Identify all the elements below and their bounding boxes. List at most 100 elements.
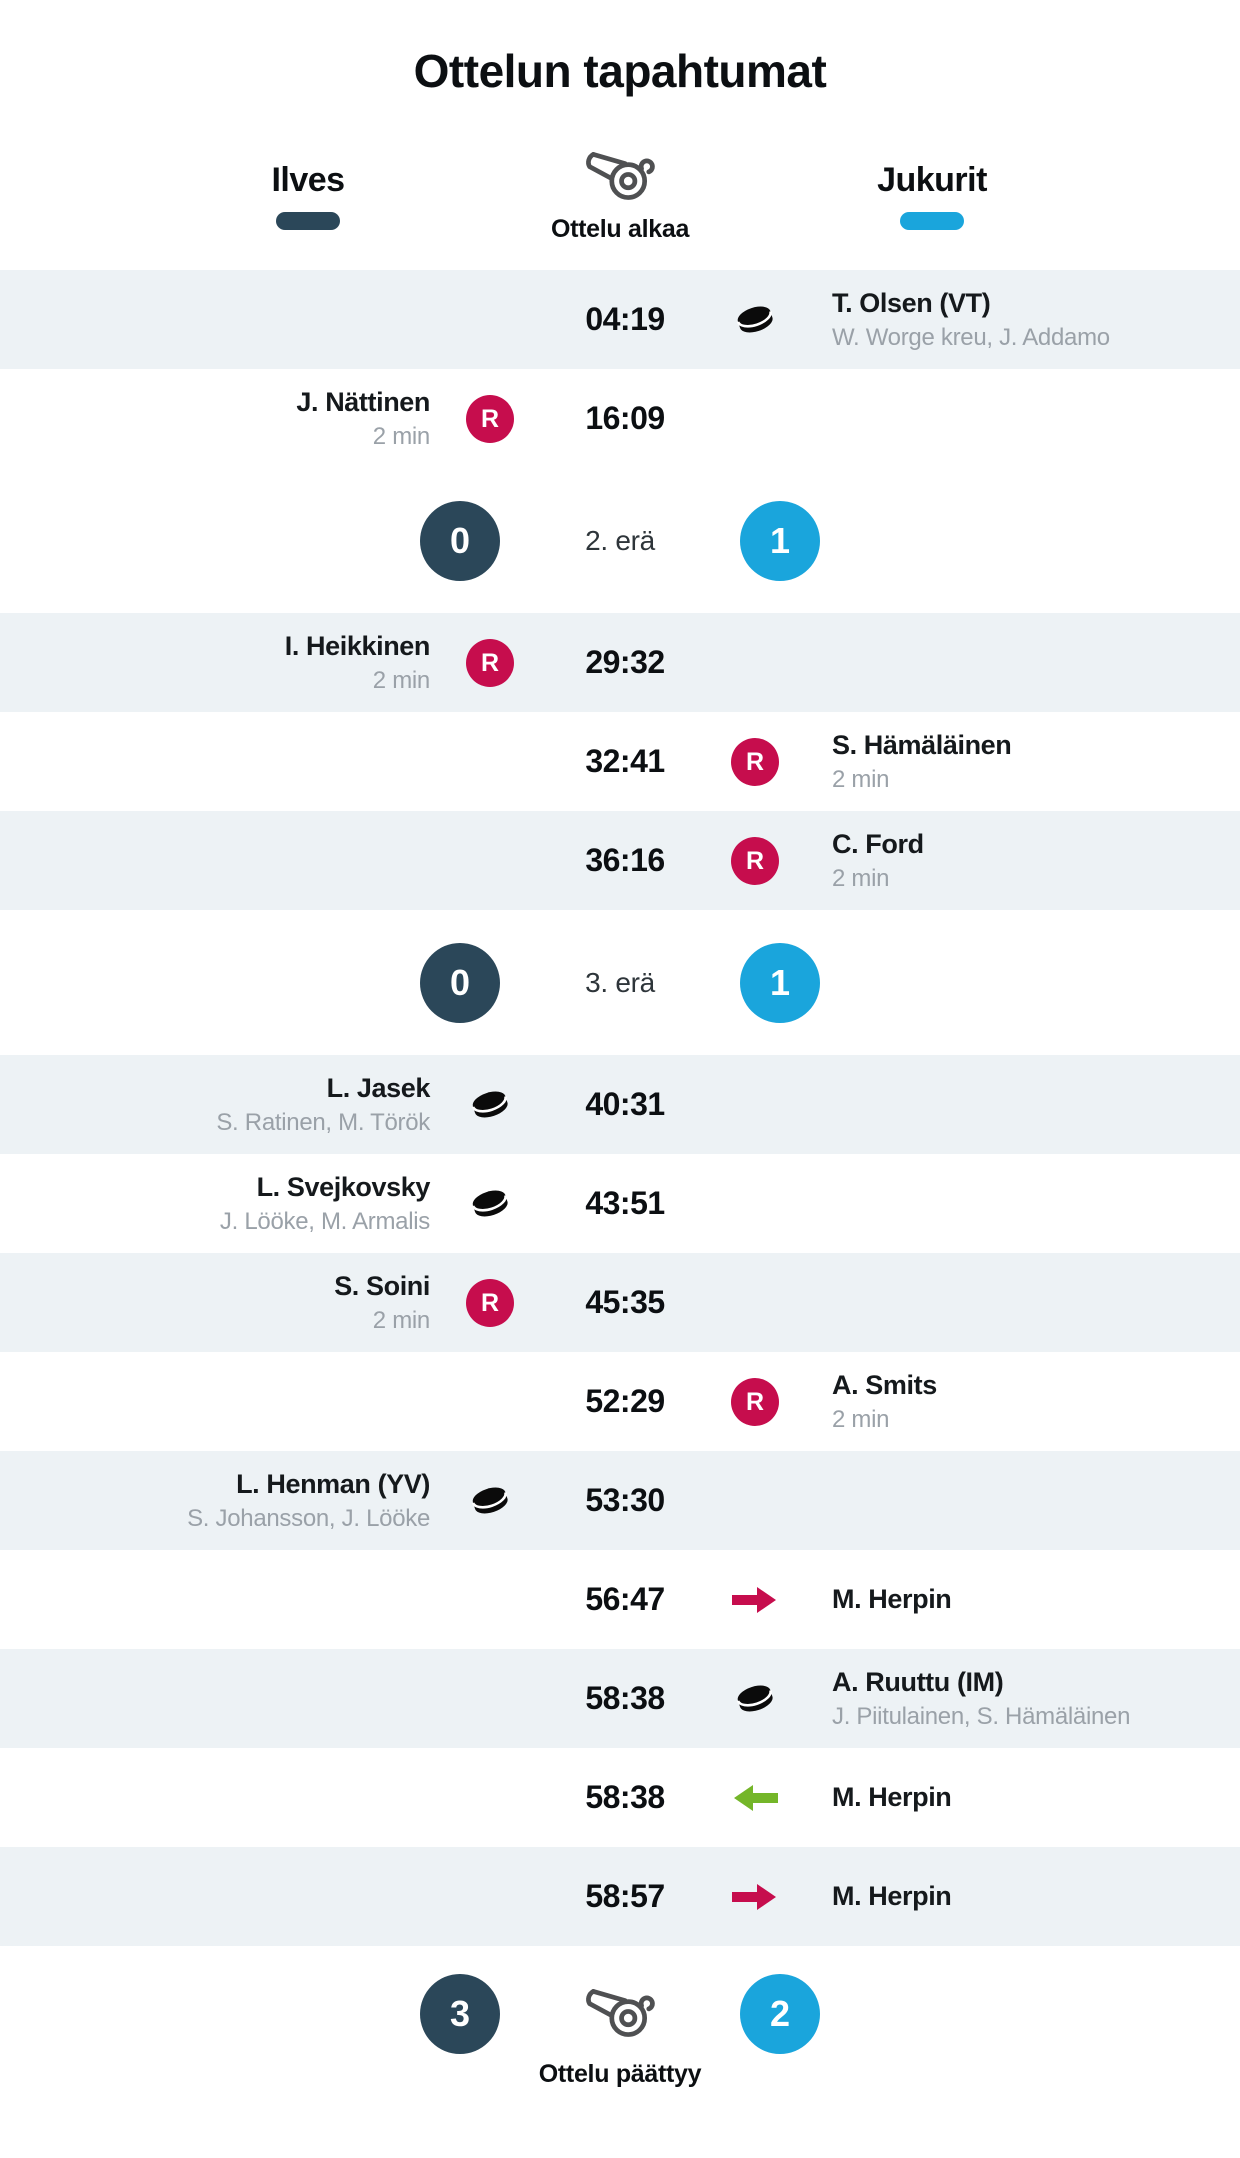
penalty-r-icon: R [731,836,779,885]
team-home-name: Ilves [271,161,345,199]
event-row: 56:47 M. Herpin [0,1550,1240,1649]
team-away-color-pill [900,212,964,230]
period-score-home: 0 [420,942,500,1023]
team-home: Ilves [183,161,433,230]
event-row: 52:29 R A. Smits 2 min [0,1352,1240,1451]
away-event-text: A. Ruuttu (IM) J. Piitulainen, S. Hämäläi… [810,1667,1240,1731]
event-row: 58:57 M. Herpin [0,1847,1240,1946]
home-event-text: L. Jasek S. Ratinen, M. Török [0,1073,430,1137]
penalty-r-icon: R [731,1377,779,1426]
player-name: A. Ruuttu (IM) [832,1666,1004,1697]
final-score-row: 3 2 [0,1974,1240,2054]
event-row: S. Soini 2 min R 45:35 [0,1253,1240,1352]
player-name: S. Hämäläinen [832,729,1012,760]
event-row: 36:16 R C. Ford 2 min [0,811,1240,910]
away-event-text: M. Herpin [810,1782,1240,1813]
event-time: 58:57 [585,1878,665,1914]
event-detail: 2 min [832,864,890,892]
event-detail: 2 min [372,422,431,450]
match-start-block: Ottelu alkaa [433,148,807,244]
player-name: J. Nättinen [296,386,430,417]
event-row: L. Henman (YV) S. Johansson, J. Lööke 53:3… [0,1451,1240,1550]
team-away: Jukurit [807,161,1057,230]
player-name: L. Jasek [326,1072,431,1103]
event-time: 52:29 [585,1383,665,1419]
player-name: S. Soini [334,1270,430,1301]
event-time: 56:47 [585,1581,665,1617]
period-score-away: 1 [740,942,820,1023]
home-event-text: J. Nättinen 2 min [0,387,430,451]
puck-icon [736,1685,773,1711]
match-end-label: Ottelu päättyy [538,2060,702,2088]
puck-icon [471,1487,508,1513]
away-event-text: T. Olsen (VT) W. Worge kreu, J. Addamo [810,288,1240,352]
team-home-color-pill [276,212,340,230]
event-row: 58:38 A. Ruuttu (IM) J. Piitulainen, S. Hä… [0,1649,1240,1748]
player-name: T. Olsen (VT) [832,287,991,318]
player-name: A. Smits [832,1369,937,1400]
event-time: 43:51 [585,1185,665,1221]
event-row: L. Jasek S. Ratinen, M. Török 40:31 [0,1055,1240,1154]
whistle-icon [586,1989,655,2037]
period-score-away: 1 [740,500,820,581]
player-name: M. Herpin [832,1583,952,1614]
event-detail: 2 min [832,765,890,793]
penalty-r-icon: R [731,737,779,786]
period-label: 2. erä [585,524,655,556]
home-event-text: L. Henman (YV) S. Johansson, J. Lööke [0,1469,430,1533]
event-detail: J. Lööke, M. Armalis [219,1207,430,1235]
event-detail: 2 min [832,1405,890,1433]
team-away-name: Jukurit [877,161,987,199]
event-time: 29:32 [585,644,665,680]
away-event-text: S. Hämäläinen 2 min [810,730,1240,794]
event-time: 04:19 [585,301,665,337]
final-score-away: 2 [740,1974,820,2054]
player-name: L. Henman (YV) [236,1468,430,1499]
period-label: 3. erä [585,966,655,998]
match-start-label: Ottelu alkaa [550,215,690,243]
event-row: L. Svejkovsky J. Lööke, M. Armalis 43:51 [0,1154,1240,1253]
event-detail: 2 min [372,1306,431,1334]
event-row: I. Heikkinen 2 min R 29:32 [0,613,1240,712]
home-event-text: I. Heikkinen 2 min [0,630,431,695]
event-time: 53:30 [585,1482,665,1518]
event-time: 45:35 [585,1284,665,1320]
page-title: Ottelun tapahtumat [413,45,827,97]
events-list: 04:19 T. Olsen (VT) W. Worge kreu, J. Adda… [0,270,1240,1946]
home-event-text: S. Soini 2 min [0,1271,430,1335]
arrow-right-icon [732,1883,776,1910]
player-name: I. Heikkinen [284,630,431,661]
event-detail: W. Worge kreu, J. Addamo [832,323,1110,351]
puck-icon [471,1091,508,1117]
player-name: C. Ford [832,828,924,859]
match-header: Ilves Ottelu alkaa Jukurit [0,148,1240,244]
away-event-text: A. Smits 2 min [810,1370,1240,1434]
away-event-text: C. Ford 2 min [810,829,1240,893]
puck-icon [736,306,773,332]
event-row: 32:41 R S. Hämäläinen 2 min [0,712,1240,811]
away-event-text: M. Herpin [810,1584,1240,1615]
event-detail: S. Johansson, J. Lööke [187,1504,430,1532]
whistle-icon [586,152,655,200]
arrow-left-icon [734,1784,778,1811]
period-score-row: 0 3. erä 1 [0,910,1240,1055]
final-score-home: 3 [420,1974,500,2054]
penalty-r-icon: R [466,638,514,687]
event-time: 40:31 [585,1086,665,1122]
penalty-r-icon: R [466,394,514,443]
player-name: M. Herpin [832,1781,952,1812]
event-time: 58:38 [585,1779,665,1815]
event-row: 04:19 T. Olsen (VT) W. Worge kreu, J. Adda… [0,270,1240,369]
arrow-right-icon [732,1586,776,1613]
home-event-text: L. Svejkovsky J. Lööke, M. Armalis [0,1172,430,1236]
match-end-block: 3 2 Ottelu päättyy [0,1946,1240,2089]
event-time: 58:38 [585,1680,665,1716]
period-score-home: 0 [420,500,500,581]
event-detail: S. Ratinen, M. Török [216,1108,430,1136]
period-score-row: 0 2. erä 1 [0,468,1240,613]
away-event-text: M. Herpin [810,1881,1240,1912]
event-time: 16:09 [585,400,665,436]
event-time: 32:41 [585,743,665,779]
puck-icon [471,1190,508,1216]
